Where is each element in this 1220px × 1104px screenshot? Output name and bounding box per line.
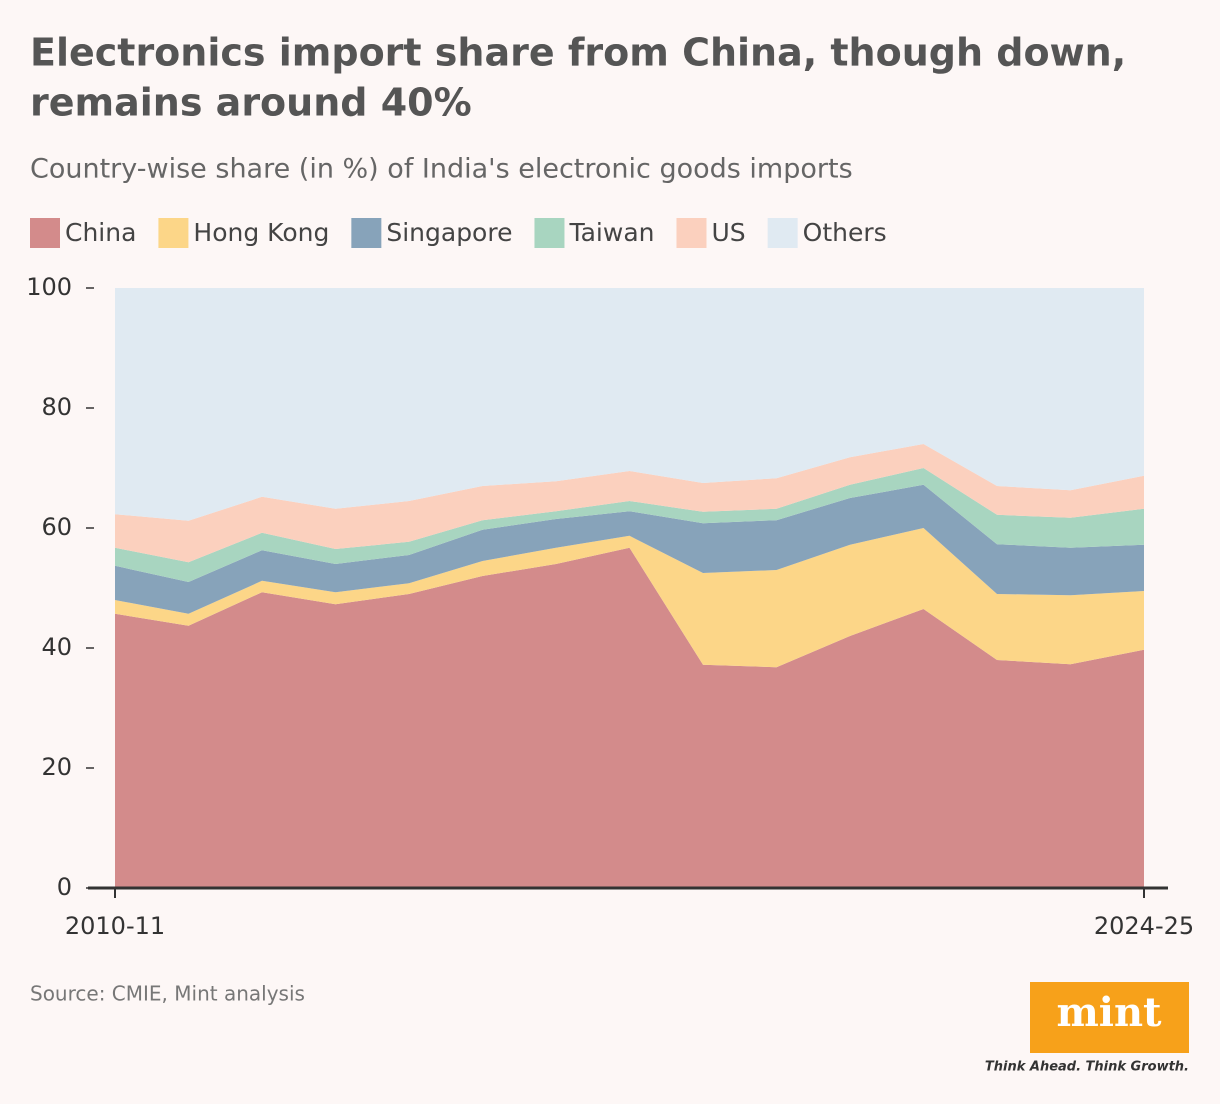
legend-label: Hong Kong: [193, 218, 329, 247]
area: [115, 528, 1144, 668]
y-tick-label: 40: [41, 633, 72, 661]
legend-label: China: [65, 218, 136, 247]
legend-swatch: [676, 218, 707, 248]
legend-swatch: [30, 218, 60, 248]
legend-swatch: [534, 218, 565, 248]
area: [115, 288, 1144, 521]
logo-box: [1030, 982, 1189, 1053]
legend-swatch: [351, 218, 382, 248]
chart-subtitle: Country-wise share (in %) of India's ele…: [30, 154, 853, 185]
y-tick-label: 0: [57, 873, 72, 901]
legend-swatch: [158, 218, 189, 248]
y-tick-label: 100: [26, 273, 72, 301]
legend-label: US: [711, 218, 745, 247]
y-tick-label: 80: [41, 393, 72, 421]
y-tick-label: 60: [41, 513, 72, 541]
chart-title: remains around 40%: [30, 81, 472, 125]
source: Source: CMIE, Mint analysis: [30, 982, 305, 1006]
area: [115, 444, 1144, 563]
legend-swatch: [767, 218, 798, 248]
legend-label: Singapore: [386, 218, 512, 247]
legend-label: Taiwan: [568, 218, 654, 247]
area: [115, 547, 1144, 888]
area: [115, 468, 1144, 582]
logo: mint: [1056, 989, 1162, 1036]
chart-title: Electronics import share from China, tho…: [30, 31, 1126, 75]
area: [115, 484, 1144, 614]
logo-tagline: Think Ahead. Think Growth.: [985, 1060, 1189, 1075]
x-tick-label: 2010-11: [65, 912, 165, 940]
x-tick-label: 2024-25: [1094, 912, 1194, 940]
legend-label: Others: [803, 218, 887, 247]
y-tick-label: 20: [41, 753, 72, 781]
